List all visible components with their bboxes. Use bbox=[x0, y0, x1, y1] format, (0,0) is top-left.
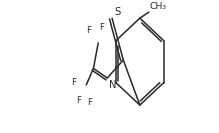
Text: F: F bbox=[76, 96, 81, 105]
Text: S: S bbox=[115, 7, 121, 17]
Text: N: N bbox=[109, 80, 116, 90]
Text: CH₃: CH₃ bbox=[150, 2, 167, 11]
Text: F: F bbox=[86, 26, 91, 35]
Text: F: F bbox=[71, 78, 76, 87]
Text: F: F bbox=[87, 98, 92, 107]
Text: F: F bbox=[99, 23, 104, 32]
